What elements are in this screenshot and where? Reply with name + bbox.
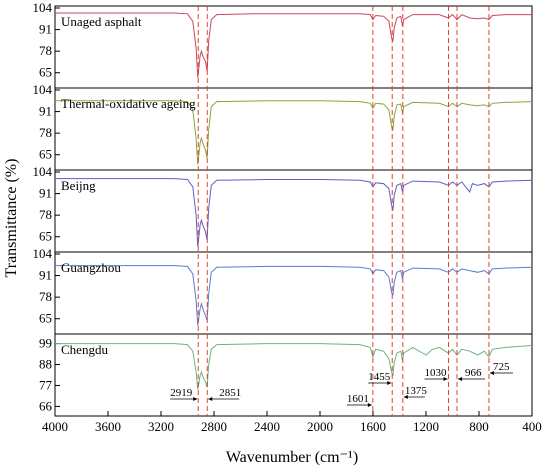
- y-tick-label: 91: [39, 22, 52, 37]
- spectrum-line: [55, 100, 533, 165]
- y-tick-label: 78: [39, 43, 52, 58]
- peak-label: 725: [493, 361, 510, 373]
- panel-1: 104 91 78 65 Thermal-oxidative ageing: [33, 82, 533, 171]
- x-tick-label: 1600: [360, 419, 386, 434]
- x-tick-label: 1200: [413, 419, 439, 434]
- x-tick-label: 2000: [307, 419, 333, 434]
- peak-label: 1455: [368, 371, 391, 383]
- reference-lines: [197, 6, 490, 416]
- x-tick-label: 4000: [42, 419, 68, 434]
- y-tick-label: 78: [39, 207, 52, 222]
- x-tick-label: 3200: [148, 419, 174, 434]
- y-tick-label: 77: [39, 377, 53, 392]
- y-tick-label: 91: [39, 186, 52, 201]
- panel-label: Unaged asphalt: [61, 14, 142, 29]
- spectrum-line: [55, 343, 533, 390]
- spectrum-line: [55, 265, 533, 326]
- x-tick-label: 800: [469, 419, 489, 434]
- peak-label: 1375: [405, 385, 428, 397]
- y-tick-label: 104: [33, 164, 53, 179]
- x-tick-label: 400: [522, 419, 542, 434]
- panel-frame: [54, 333, 533, 417]
- y-tick-label: 104: [33, 82, 53, 97]
- y-tick-label: 65: [39, 311, 52, 326]
- panel-frame: [54, 251, 533, 335]
- y-tick-label: 65: [39, 229, 52, 244]
- x-tick-label: 2400: [254, 419, 280, 434]
- spectrum-line: [55, 12, 532, 78]
- panel-4: 99 88 77 66 Chengdu: [39, 333, 533, 417]
- panel-frame: [54, 169, 533, 253]
- y-tick-label: 91: [39, 268, 52, 283]
- x-tick-label: 2800: [201, 419, 227, 434]
- peak-label: 1601: [347, 393, 369, 405]
- peak-label: 2851: [219, 387, 241, 399]
- y-tick-label: 66: [39, 398, 53, 413]
- panels-layer: 104 91 78 65 Unaged asphalt 104 91 78 65 Thermal-…: [33, 0, 533, 417]
- y-tick-label: 65: [39, 65, 52, 80]
- panel-label: Chengdu: [61, 342, 108, 357]
- y-tick-label: 104: [33, 0, 53, 15]
- peak-arrowhead: [208, 397, 213, 401]
- peak-label: 1030: [425, 367, 448, 379]
- panel-label: Guangzhou: [61, 260, 121, 275]
- peak-label: 966: [465, 367, 482, 379]
- y-tick-label: 88: [39, 357, 52, 372]
- peak-arrowhead: [489, 371, 494, 375]
- panel-label: Thermal-oxidative ageing: [61, 96, 196, 111]
- peak-arrowhead: [193, 397, 198, 401]
- peak-arrowhead: [387, 381, 392, 385]
- peak-arrowhead: [367, 403, 372, 407]
- y-tick-label: 104: [33, 246, 53, 261]
- panel-label: Beijng: [61, 178, 96, 193]
- x-axis-title: Wavenumber (cm⁻¹): [226, 449, 358, 466]
- y-tick-label: 78: [39, 125, 52, 140]
- x-axis: 4000 3600 3200 2800 2400 2000 1600 1200 800 400: [42, 411, 542, 434]
- x-tick-label: 3600: [95, 419, 121, 434]
- y-axis-title: Transmittance (%): [3, 159, 20, 278]
- y-tick-label: 99: [39, 336, 52, 351]
- peak-annotations: 2919 2851 1601 1455 1375 1030 966 725: [170, 361, 513, 407]
- spectrum-line: [55, 178, 533, 247]
- peak-arrowhead: [458, 377, 463, 381]
- peak-label: 2919: [170, 387, 193, 399]
- peak-arrowhead: [443, 377, 448, 381]
- y-tick-label: 78: [39, 289, 52, 304]
- peak-arrowhead: [403, 395, 408, 399]
- y-tick-label: 65: [39, 147, 52, 162]
- y-tick-label: 91: [39, 104, 52, 119]
